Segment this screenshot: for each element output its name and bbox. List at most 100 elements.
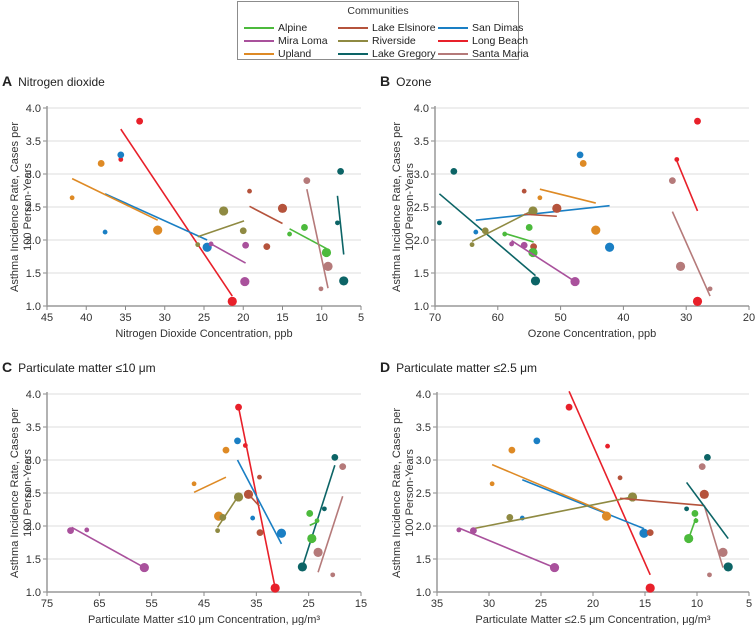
- legend-item-san-dimas: San Dimas: [438, 21, 523, 35]
- legend-item-alpine: Alpine: [244, 21, 307, 35]
- data-point-alpine: [693, 518, 699, 524]
- data-point-long-beach: [694, 117, 701, 125]
- x-tick-label: 5: [746, 598, 752, 610]
- data-point-santa-maria: [668, 177, 676, 185]
- panel-d-title-text: Particulate matter ≤2.5 μm: [396, 361, 538, 375]
- legend-item-mira-loma: Mira Loma: [244, 34, 328, 48]
- data-point-riverside: [195, 242, 201, 248]
- legend-swatch: [244, 40, 274, 42]
- data-point-santa-maria: [330, 572, 336, 578]
- fit-line-mira-loma: [71, 526, 145, 569]
- data-point-long-beach: [605, 443, 610, 449]
- legend-item-lake-elsinore: Lake Elsinore: [338, 21, 436, 35]
- x-tick-label: 15: [276, 312, 288, 324]
- data-point-mira-loma: [570, 276, 580, 287]
- data-point-lake-elsinore: [256, 529, 264, 536]
- data-point-upland: [222, 446, 230, 454]
- x-tick-label: 10: [316, 312, 328, 324]
- data-point-long-beach: [136, 117, 144, 125]
- legend-swatch: [438, 40, 468, 42]
- data-point-lake-elsinore: [247, 188, 252, 194]
- legend-label: Alpine: [278, 22, 308, 34]
- data-point-alpine: [307, 533, 317, 544]
- data-point-lake-gregory: [321, 506, 327, 512]
- legend-item-santa-maria: Santa Maria: [438, 47, 529, 61]
- data-point-lake-elsinore: [617, 475, 623, 481]
- data-point-santa-maria: [323, 261, 333, 271]
- y-tick-label: 2.5: [26, 202, 41, 214]
- data-point-san-dimas: [473, 229, 479, 235]
- x-axis-label: Particulate Matter ≤2.5 μm Concentration…: [475, 614, 710, 625]
- legend: Communities Alpine Lake Elsinore San Dim…: [237, 1, 529, 60]
- data-point-santa-maria: [313, 547, 323, 558]
- x-tick-label: 45: [41, 312, 53, 324]
- y-tick-label: 4.0: [414, 103, 429, 115]
- y-tick-label: 1.0: [416, 587, 431, 599]
- fit-line-santa-maria: [306, 189, 329, 289]
- legend-label: Lake Gregory: [372, 48, 436, 60]
- data-point-santa-maria: [698, 463, 706, 470]
- data-point-riverside: [233, 492, 244, 502]
- data-point-long-beach: [235, 403, 242, 411]
- y-tick-label: 3.0: [414, 169, 429, 181]
- panel-c-letter: C: [2, 359, 13, 375]
- data-point-santa-maria: [707, 286, 713, 292]
- y-tick-label: 2.0: [416, 521, 431, 533]
- fit-line-upland: [539, 188, 596, 204]
- y-tick-label: 3.0: [26, 169, 41, 181]
- x-tick-label: 35: [431, 598, 443, 610]
- y-axis-label: Asthma Incidence Rate, Cases per100 Pers…: [391, 122, 416, 292]
- data-point-upland: [537, 195, 543, 201]
- y-tick-label: 4.0: [26, 389, 41, 401]
- fit-line-riverside: [473, 496, 633, 530]
- fit-line-upland: [193, 476, 227, 494]
- data-point-lake-elsinore: [521, 188, 527, 194]
- x-tick-label: 20: [743, 312, 755, 324]
- data-point-riverside: [239, 227, 247, 235]
- data-point-mira-loma: [84, 527, 90, 533]
- data-point-mira-loma: [67, 527, 74, 535]
- data-point-lake-gregory: [684, 506, 689, 512]
- data-point-san-dimas: [639, 528, 649, 538]
- y-tick-label: 3.0: [26, 455, 41, 467]
- panel-a-plot: 1.0 1.5 2.0 2.5 3.0 3.5 4.0 45 40 35 30 25 20 15 10 5 Ni…: [9, 103, 364, 340]
- fit-line-mira-loma: [210, 243, 246, 264]
- data-point-riverside: [219, 206, 229, 216]
- data-point-san-dimas: [102, 229, 108, 235]
- panel-c-title: C Particulate matter ≤10 μm: [2, 359, 156, 375]
- data-point-mira-loma: [520, 241, 528, 249]
- y-tick-label: 4.0: [26, 103, 41, 115]
- data-point-riverside: [219, 514, 227, 521]
- panel-b-title: B Ozone: [380, 73, 431, 89]
- data-point-mira-loma: [242, 241, 250, 249]
- y-axis-label: Asthma Incidence Rate, Cases per100 Pers…: [9, 122, 34, 292]
- fit-line-long-beach: [120, 128, 233, 297]
- x-tick-label: 10: [691, 598, 703, 610]
- data-point-lake-elsinore: [277, 203, 288, 213]
- data-point-lake-gregory: [339, 276, 349, 286]
- legend-label: Long Beach: [472, 35, 529, 47]
- panel-c-plot: 1.0 1.5 2.0 2.5 3.0 3.5 4.0 75 65 55 45 35 25 15 Parti…: [9, 389, 367, 625]
- data-point-upland: [69, 195, 75, 201]
- fit-line-riverside: [471, 209, 534, 243]
- data-point-upland: [97, 160, 105, 167]
- data-point-long-beach: [242, 443, 248, 448]
- x-tick-label: 50: [554, 312, 566, 324]
- fit-line-mira-loma: [458, 527, 555, 569]
- data-point-alpine: [301, 224, 308, 231]
- fit-line-lake-elsinore: [524, 213, 557, 218]
- x-tick-label: 65: [93, 598, 105, 610]
- data-point-upland: [579, 160, 587, 167]
- panel-b-letter: B: [380, 73, 391, 89]
- y-tick-label: 3.5: [26, 136, 41, 148]
- x-axis-label: Particulate Matter ≤10 μm Concentration,…: [88, 614, 320, 625]
- data-point-upland: [191, 481, 197, 487]
- data-point-lake-elsinore: [699, 489, 709, 499]
- fit-line-san-dimas: [475, 204, 610, 221]
- x-tick-label: 15: [639, 598, 651, 610]
- x-axis-label: Nitrogen Dioxide Concentration, ppb: [115, 328, 292, 340]
- legend-swatch: [244, 53, 274, 55]
- data-point-alpine: [502, 231, 508, 237]
- data-point-alpine: [314, 518, 320, 524]
